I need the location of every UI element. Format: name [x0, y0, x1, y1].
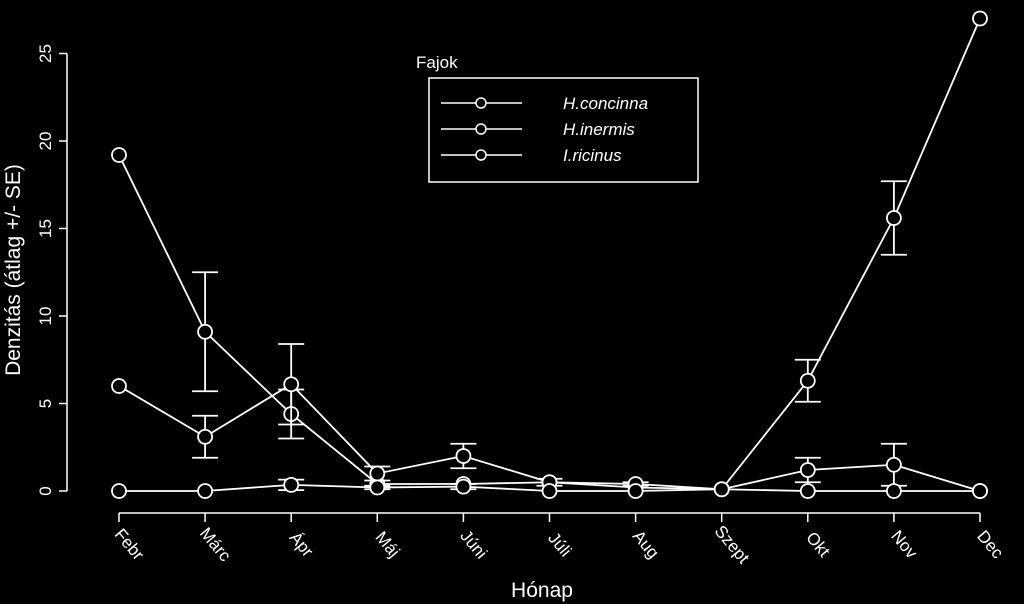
legend-marker [475, 97, 487, 109]
x-axis-label: Hónap [511, 579, 573, 602]
data-point [627, 483, 644, 499]
data-point [283, 476, 300, 493]
series-layer [111, 10, 988, 499]
series-3 [111, 476, 988, 499]
legend-label: H.inermis [563, 120, 635, 139]
legend-item: I.ricinus [441, 146, 622, 165]
y-tick-label: 10 [36, 307, 55, 326]
legend-label: I.ricinus [563, 146, 622, 165]
data-point [197, 323, 214, 340]
data-point [799, 462, 816, 478]
y-tick-label: 15 [36, 219, 55, 238]
data-point [197, 483, 214, 499]
data-point [886, 210, 902, 226]
data-point [283, 376, 300, 393]
y-tick-label: 0 [36, 486, 55, 495]
legend-marker [475, 123, 487, 135]
legend-title: Fajok [416, 53, 458, 72]
y-tick-label: 20 [36, 132, 55, 151]
y-axis-label: Denzitás (átlag +/- SE) [2, 164, 25, 376]
data-point [799, 483, 816, 499]
data-point [111, 147, 127, 163]
data-point [197, 428, 214, 445]
y-tick-label: 25 [36, 44, 55, 63]
legend-items: H.concinna H.inermis I.ricinus [441, 94, 648, 165]
data-point [799, 372, 816, 389]
legend: Fajok H.concinna H.inermis I.ricinus [416, 53, 699, 183]
data-point [886, 483, 902, 499]
data-point [972, 10, 988, 27]
legend-label: H.concinna [563, 94, 648, 113]
data-point [455, 448, 472, 464]
data-point [886, 456, 902, 473]
data-point [455, 478, 472, 495]
legend-box [428, 77, 699, 183]
data-point [111, 378, 127, 394]
data-point [713, 481, 730, 498]
legend-marker [475, 149, 487, 161]
y-tick-label: 5 [36, 399, 55, 408]
data-point [369, 479, 386, 496]
legend-item: H.concinna [441, 94, 648, 113]
data-point [541, 483, 558, 499]
data-point [111, 483, 127, 499]
legend-item: H.inermis [441, 120, 635, 139]
data-point [369, 465, 386, 482]
data-point [972, 483, 988, 499]
